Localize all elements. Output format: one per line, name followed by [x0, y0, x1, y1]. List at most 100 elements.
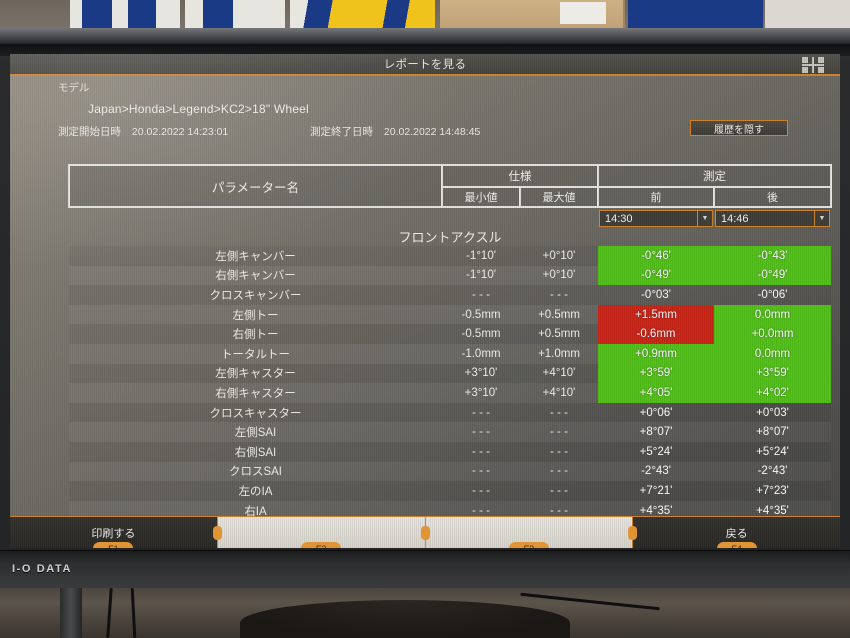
measure-start: 測定開始日時 20.02.2022 14:23:01: [58, 124, 228, 139]
row-measure-post: -0°49': [714, 265, 831, 286]
dropdown-spacer: [69, 207, 598, 227]
table-header-row-2: 最小値 最大値 前 後: [69, 186, 832, 208]
monitor: レポートを見る モデル Japan>Honda>Legend>KC2>18" W…: [0, 28, 850, 588]
chevron-down-icon[interactable]: ▼: [697, 211, 712, 226]
row-spec-max: - - -: [520, 501, 598, 521]
table-row: 左側トー -0.5mm +0.5mm +1.5mm 0.0mm: [69, 304, 831, 325]
row-spec-max: - - -: [520, 285, 598, 305]
row-measure-post: 0.0mm: [714, 304, 831, 325]
row-measure-pre: +7°21': [598, 481, 714, 501]
timestamp-dropdown-post[interactable]: 14:46 ▼: [715, 210, 830, 227]
window-title: レポートを見る: [383, 59, 467, 71]
row-measure-pre: -0°46': [598, 246, 714, 266]
axle-title: フロントアクスル: [398, 230, 502, 245]
row-spec-max: - - -: [520, 441, 598, 462]
dropdown-post-cell: 14:46 ▼: [714, 207, 831, 227]
row-spec-min: - - -: [442, 285, 520, 305]
row-spec-min: - - -: [442, 462, 520, 482]
row-measure-post: +0.0mm: [714, 324, 831, 344]
function-key-badge: F2: [301, 542, 342, 548]
box-label: [560, 2, 606, 24]
function-key-badge: F4: [716, 542, 757, 548]
row-measure-post: +4°02': [714, 383, 831, 403]
function-button-f2[interactable]: F2: [212, 517, 425, 548]
table-row: 右側キャスター +3°10' +4°10' +4°05' +4°02': [69, 383, 831, 403]
table-row: 左側キャンバー -1°10' +0°10' -0°46' -0°43': [69, 246, 831, 266]
axle-icon[interactable]: [800, 55, 826, 75]
function-button-f1[interactable]: 印刷する F1: [10, 517, 217, 548]
table-row: 右側キャンバー -1°10' +0°10' -0°49' -0°49': [69, 265, 831, 286]
row-measure-post: -2°43': [714, 462, 831, 482]
header-measure-pre: 前: [597, 186, 715, 208]
hide-history-button[interactable]: 履歴を隠す: [690, 120, 788, 136]
row-measure-pre: +4°35': [598, 501, 714, 521]
row-spec-min: +3°10': [442, 383, 520, 403]
monitor-stand: [60, 588, 82, 638]
report-table-body: フロントアクスル 左側キャンバー -1°10' +0°10' -0°46' -0°43'…: [69, 227, 831, 548]
monitor-bezel-top: [0, 28, 850, 44]
measure-end-label: 測定終了日時: [310, 126, 373, 138]
wall-right: [765, 0, 850, 30]
function-button-f3[interactable]: F3: [420, 517, 633, 548]
dropdown-pre-cell: 14:30 ▼: [598, 207, 714, 227]
axle-title-row: フロントアクスル: [69, 227, 831, 246]
row-measure-pre: -0°49': [598, 265, 714, 286]
row-spec-max: +4°10': [520, 363, 598, 384]
row-spec-max: +0.5mm: [520, 324, 598, 344]
row-measure-post: +4°35': [714, 501, 831, 521]
row-spec-min: - - -: [442, 441, 520, 462]
row-spec-min: - - -: [442, 402, 520, 423]
row-measure-pre: -0°03': [598, 285, 714, 305]
monitor-bezel-shadow: [0, 44, 850, 56]
model-label: モデル: [58, 82, 90, 94]
row-spec-min: -0.5mm: [442, 324, 520, 344]
table-row: クロスキャスター - - -- - - +0°06' +0°03': [69, 402, 831, 423]
blue-box: [628, 0, 763, 30]
table-row: 右側SAI - - -- - - +5°24' +5°24': [69, 441, 831, 462]
function-bar: 印刷する F1 F2 F3 戻る F4: [10, 516, 840, 548]
row-measure-pre: -0.6mm: [598, 324, 714, 344]
table-row: 左のIA - - -- - - +7°21' +7°23': [69, 481, 831, 501]
shelf-sign-left: [70, 0, 180, 30]
function-button-f4[interactable]: 戻る F4: [628, 517, 840, 548]
measure-start-label: 測定開始日時: [58, 126, 121, 138]
table-row: トータルトー -1.0mm +1.0mm +0.9mm 0.0mm: [69, 343, 831, 364]
row-spec-min: -0.5mm: [442, 305, 520, 325]
table-row: クロスSAI - - -- - - -2°43' -2°43': [69, 462, 831, 482]
row-measure-pre: +5°24': [598, 441, 714, 462]
model-path: Japan>Honda>Legend>KC2>18" Wheel: [88, 102, 309, 116]
row-parameter-name: 左側キャスター: [69, 363, 442, 384]
row-spec-min: -1.0mm: [442, 344, 520, 364]
timestamp-dropdown-post-value: 14:46: [721, 212, 749, 225]
row-parameter-name: 右側キャンバー: [69, 266, 442, 286]
row-parameter-name: 左側SAI: [69, 422, 442, 442]
measure-start-value: 20.02.2022 14:23:01: [131, 126, 229, 138]
function-key-badge: F3: [508, 542, 549, 548]
row-measure-pre: +3°59': [598, 363, 714, 384]
row-spec-max: +0.5mm: [520, 305, 598, 325]
function-key-badge: F1: [93, 542, 134, 548]
report-table: パラメーター名 仕様 測定 最小値 最大値 前 後: [68, 164, 832, 548]
row-spec-max: +1.0mm: [520, 344, 598, 364]
row-parameter-name: 右側キャスター: [69, 383, 442, 403]
function-divider-handle: [420, 525, 430, 540]
measure-end: 測定終了日時 20.02.2022 14:48:45: [310, 124, 480, 139]
table-row: 左側SAI - - -- - - +8°07' +8°07': [69, 422, 831, 442]
header-spec-max: 最大値: [519, 186, 599, 208]
chevron-down-icon[interactable]: ▼: [814, 211, 829, 226]
row-measure-post: 0.0mm: [714, 343, 831, 364]
function-divider-handle: [628, 525, 638, 540]
timestamp-dropdown-pre-value: 14:30: [605, 212, 633, 225]
row-measure-pre: +8°07': [598, 422, 714, 442]
table-row: 右IA - - -- - - +4°35' +4°35': [69, 501, 831, 521]
screen: レポートを見る モデル Japan>Honda>Legend>KC2>18" W…: [10, 54, 840, 548]
table-row: 右側トー -0.5mm +0.5mm -0.6mm +0.0mm: [69, 324, 831, 344]
row-parameter-name: クロスキャンバー: [69, 285, 442, 305]
header-measure-post: 後: [713, 186, 832, 208]
row-measure-post: +0°03': [714, 402, 831, 423]
timestamp-dropdown-pre[interactable]: 14:30 ▼: [599, 210, 713, 227]
dropdown-row: 14:30 ▼ 14:46 ▼: [69, 207, 831, 227]
row-spec-max: - - -: [520, 402, 598, 423]
row-measure-post: -0°43': [714, 246, 831, 266]
titlebar: レポートを見る: [10, 54, 840, 76]
